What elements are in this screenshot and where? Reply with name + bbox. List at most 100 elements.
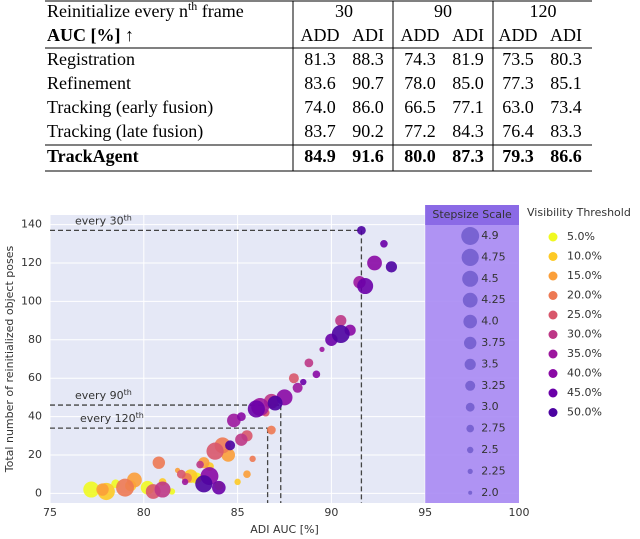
column-header: ADD bbox=[301, 25, 340, 45]
legend-label: 35.0% bbox=[567, 347, 602, 360]
point bbox=[367, 255, 382, 271]
legend-label: 45.0% bbox=[567, 386, 602, 399]
point bbox=[225, 440, 236, 451]
header-label: Reinitialize every nth frame bbox=[47, 0, 244, 21]
cell-value: 88.3 bbox=[352, 49, 384, 69]
size-legend-marker bbox=[465, 380, 476, 391]
cell-value: 84.3 bbox=[452, 121, 484, 141]
y-tick-label: 40 bbox=[28, 410, 42, 423]
size-legend-marker bbox=[467, 446, 474, 454]
header-text: Reinitialize every n bbox=[47, 1, 188, 21]
point bbox=[267, 395, 283, 411]
y-tick-label: 100 bbox=[21, 294, 42, 307]
point bbox=[181, 478, 189, 486]
legend-marker bbox=[548, 369, 558, 378]
legend-label: 50.0% bbox=[567, 406, 602, 419]
size-legend-label: 2.25 bbox=[481, 464, 506, 477]
cell-value: 87.3 bbox=[452, 146, 484, 166]
annotation-sup: th bbox=[124, 213, 132, 222]
size-legend-marker bbox=[462, 270, 479, 287]
size-legend-label: 2.75 bbox=[481, 422, 506, 435]
cell-value: 80.0 bbox=[404, 146, 436, 166]
point bbox=[154, 481, 171, 498]
point bbox=[266, 425, 276, 435]
cell-value: 83.6 bbox=[304, 73, 336, 93]
results-table: Reinitialize every nth frame 30 90 120 AUC … bbox=[45, 0, 592, 172]
size-legend-marker bbox=[461, 227, 480, 245]
y-tick-label: 80 bbox=[28, 333, 42, 346]
point bbox=[236, 412, 246, 421]
legend-label: 15.0% bbox=[567, 269, 602, 282]
legend-marker bbox=[548, 271, 558, 281]
annotation-text: every 120 bbox=[80, 412, 136, 425]
size-legend-title-box bbox=[425, 205, 519, 225]
annotation-sup: th bbox=[136, 411, 144, 420]
column-header: ADI bbox=[452, 25, 484, 45]
point bbox=[380, 240, 388, 248]
y-tick-label: 0 bbox=[35, 486, 42, 499]
annotation: every 90th bbox=[75, 388, 132, 403]
legend-title: Visibility Threshold bbox=[527, 206, 631, 219]
cell-value: 81.9 bbox=[452, 49, 484, 69]
y-axis-label: Total number of reinitialized object pos… bbox=[3, 246, 16, 474]
size-legend-label: 4.5 bbox=[481, 272, 499, 285]
x-axis-label: ADI AUC [%] bbox=[250, 523, 319, 536]
cell-value: 86.6 bbox=[550, 146, 582, 166]
group-header: 120 bbox=[530, 1, 557, 21]
cell-value: 78.0 bbox=[404, 73, 436, 93]
header-sup: th bbox=[188, 0, 197, 13]
x-tick-label: 80 bbox=[137, 506, 151, 519]
point bbox=[304, 358, 314, 368]
annotation-text: every 30 bbox=[75, 214, 124, 227]
y-tick-label: 120 bbox=[21, 256, 42, 269]
point bbox=[206, 442, 224, 460]
point bbox=[152, 456, 166, 469]
point bbox=[96, 483, 109, 496]
header-text: frame bbox=[197, 1, 243, 21]
size-legend-label: 4.25 bbox=[481, 293, 506, 306]
cell-value: 76.4 bbox=[502, 121, 534, 141]
size-legend-marker bbox=[463, 314, 478, 329]
point bbox=[212, 480, 226, 495]
size-legend-label: 4.75 bbox=[481, 250, 506, 263]
size-legend-label: 3.25 bbox=[481, 379, 506, 392]
annotation: every 120th bbox=[80, 411, 144, 426]
column-header: ADD bbox=[401, 25, 440, 45]
legend-marker bbox=[548, 349, 558, 359]
annotation-sup: th bbox=[124, 388, 132, 397]
point bbox=[319, 346, 325, 352]
legend-label: 25.0% bbox=[567, 308, 602, 321]
x-tick-label: 75 bbox=[43, 506, 57, 519]
size-legend-marker bbox=[464, 358, 476, 370]
group-header: 90 bbox=[434, 1, 452, 21]
point bbox=[335, 315, 347, 327]
legend-marker bbox=[548, 310, 558, 320]
cell-value: 77.1 bbox=[452, 97, 484, 117]
cell-value: 83.7 bbox=[304, 121, 336, 141]
point bbox=[331, 325, 350, 344]
cell-value: 90.7 bbox=[352, 73, 384, 93]
x-tick-label: 85 bbox=[231, 506, 245, 519]
size-legend-label: 2.5 bbox=[481, 443, 499, 456]
point bbox=[234, 478, 241, 486]
cell-value: 81.3 bbox=[304, 49, 336, 69]
group-header: 30 bbox=[335, 1, 353, 21]
y-tick-label: 60 bbox=[28, 371, 42, 384]
cell-value: 85.0 bbox=[452, 73, 484, 93]
annotation: every 30th bbox=[75, 213, 132, 228]
cell-value: 85.1 bbox=[550, 73, 582, 93]
legend-label: 20.0% bbox=[567, 289, 602, 302]
size-legend-label: 3.0 bbox=[481, 400, 499, 413]
point bbox=[288, 373, 299, 384]
cell-value: 79.3 bbox=[502, 146, 534, 166]
cell-value: 80.3 bbox=[550, 49, 582, 69]
size-legend-marker bbox=[467, 468, 473, 474]
cell-value: 77.2 bbox=[404, 121, 436, 141]
legend-label: 5.0% bbox=[567, 230, 595, 243]
cell-value: 66.5 bbox=[404, 97, 436, 117]
size-legend-marker bbox=[464, 336, 477, 350]
cell-value: 77.3 bbox=[502, 73, 534, 93]
point bbox=[116, 478, 134, 497]
method-name: Refinement bbox=[47, 73, 131, 93]
